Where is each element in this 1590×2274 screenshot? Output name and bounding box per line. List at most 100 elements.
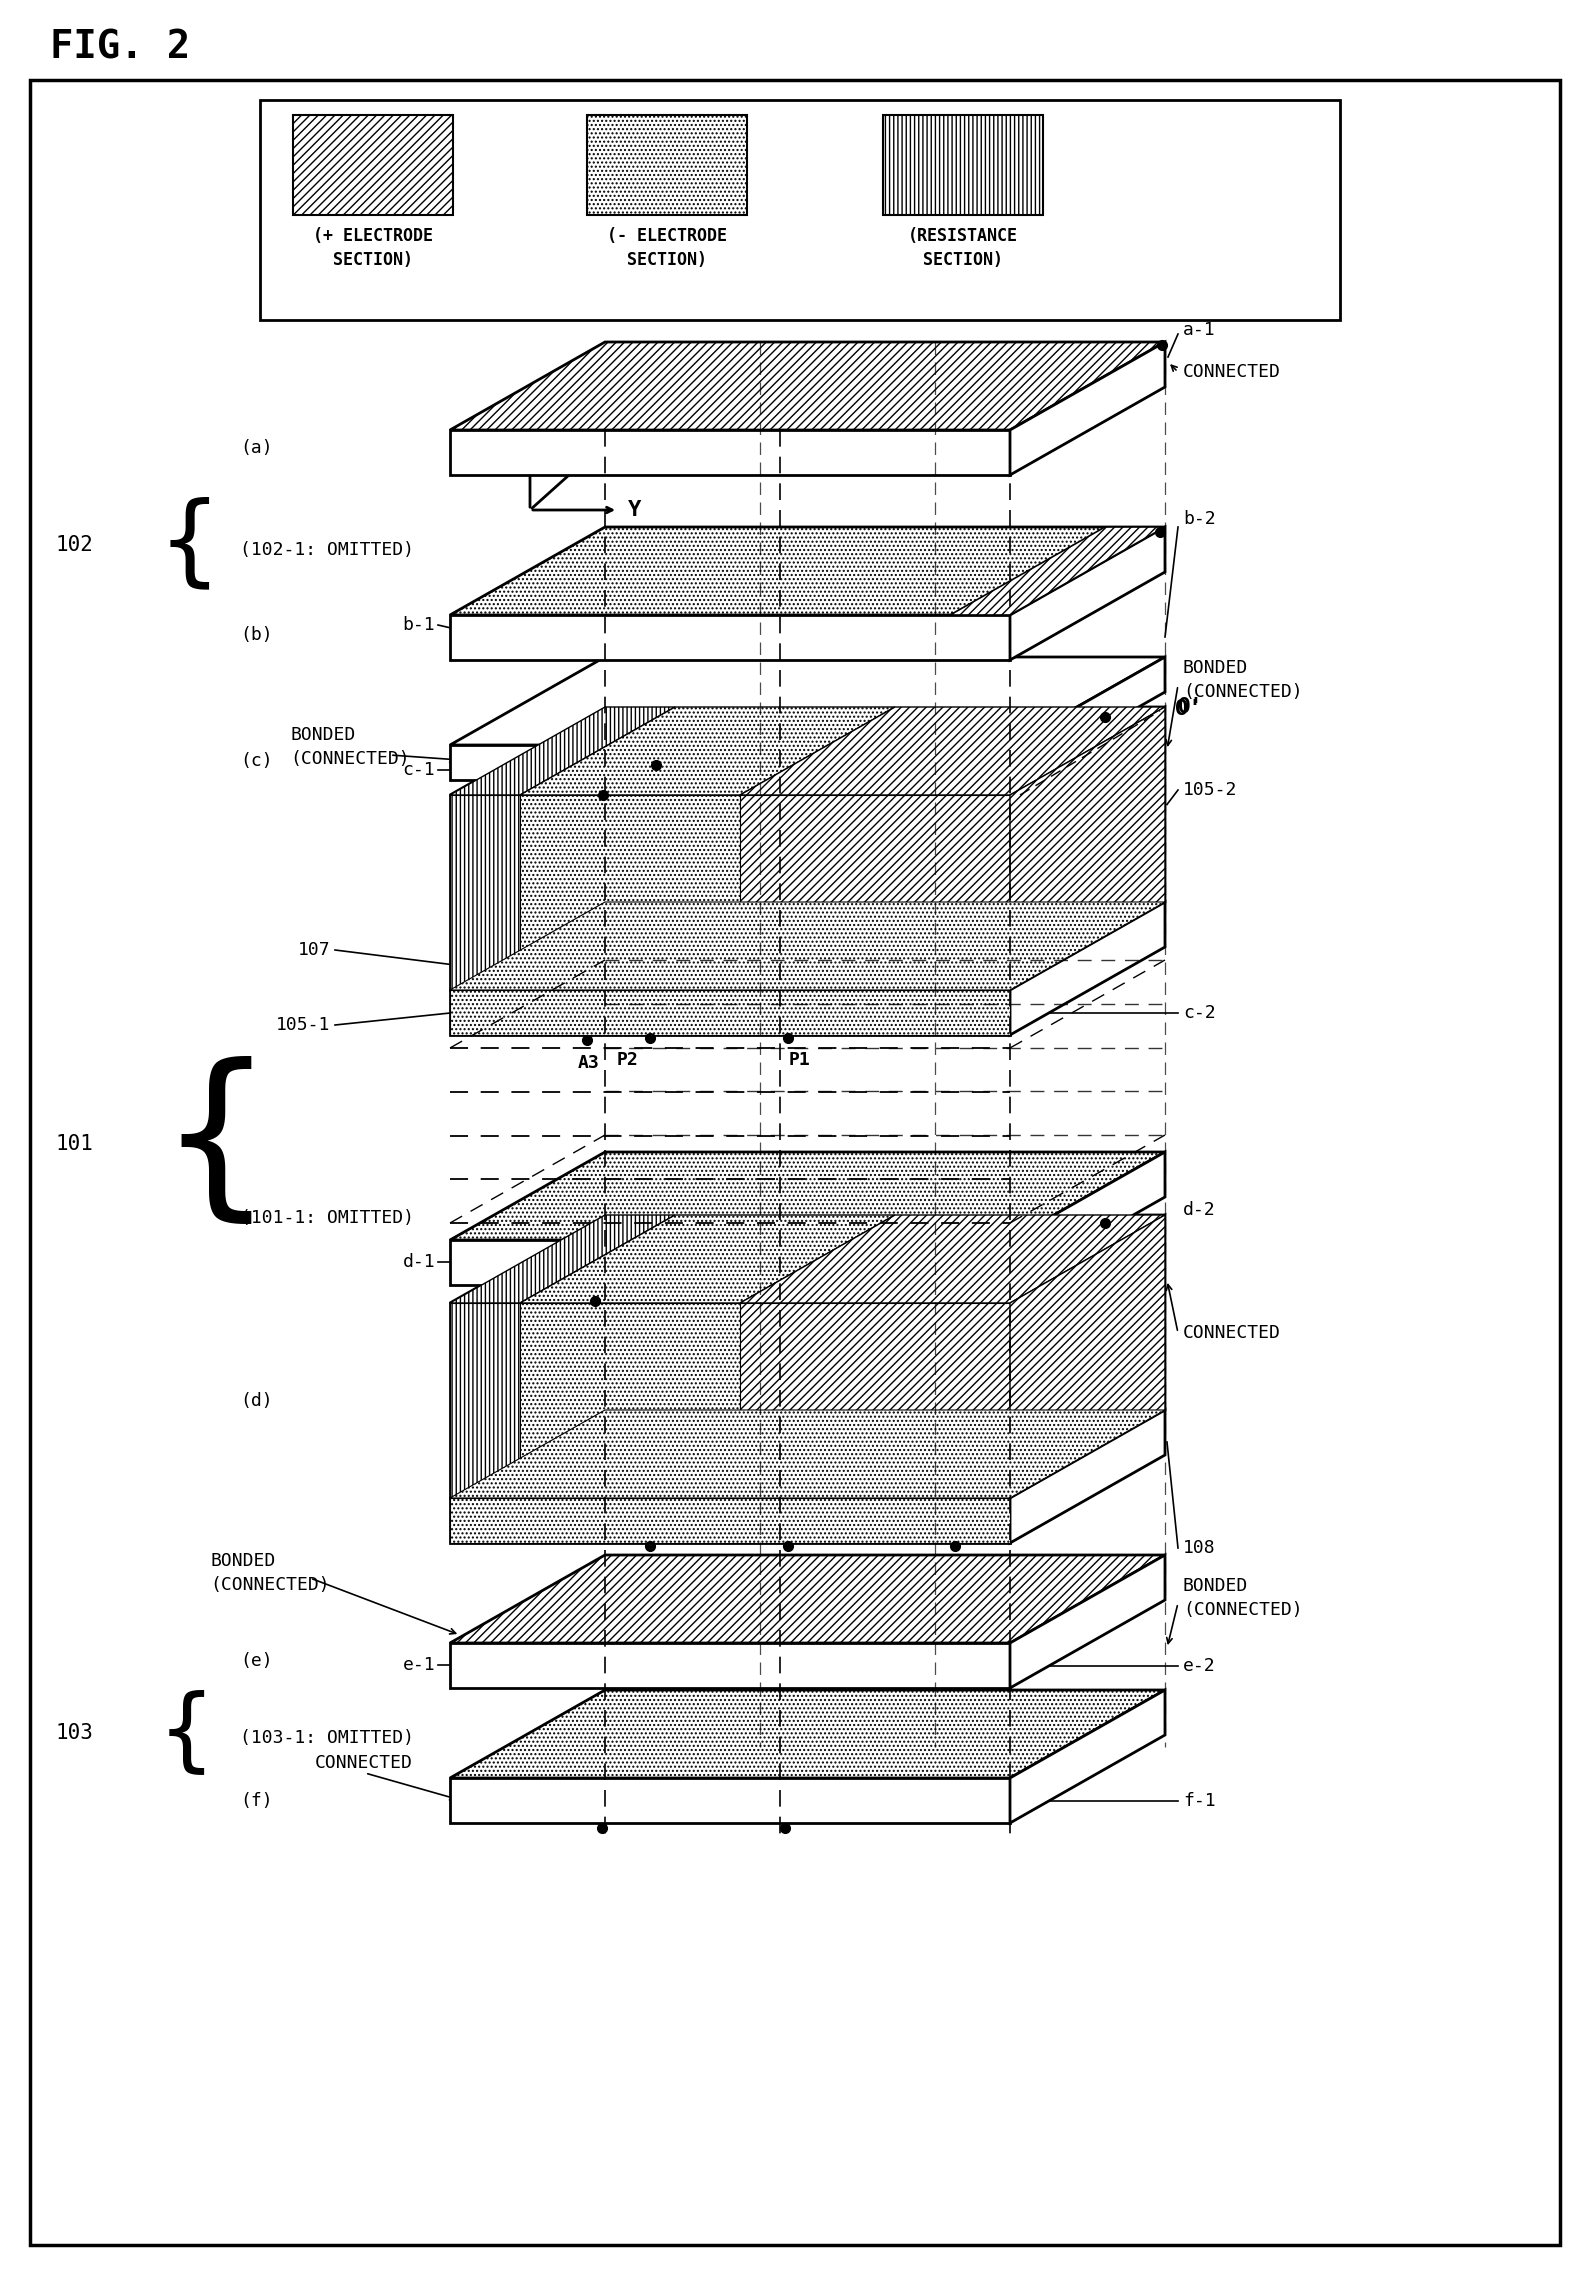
Polygon shape	[450, 1303, 1010, 1499]
Text: O': O'	[1175, 698, 1202, 719]
Text: O: O	[534, 785, 549, 810]
Text: BONDED
(CONNECTED): BONDED (CONNECTED)	[289, 725, 410, 769]
Polygon shape	[739, 1303, 1010, 1499]
Text: P2: P2	[617, 1560, 639, 1576]
Text: CONNECTED: CONNECTED	[1183, 364, 1282, 382]
Text: X: X	[523, 398, 537, 416]
Polygon shape	[450, 657, 1165, 746]
Polygon shape	[450, 746, 1010, 780]
Polygon shape	[450, 1239, 1010, 1285]
Text: CONNECTED: CONNECTED	[315, 1753, 413, 1771]
Polygon shape	[450, 1499, 1010, 1544]
Text: c-2: c-2	[1183, 1003, 1216, 1021]
Polygon shape	[520, 1214, 895, 1303]
Polygon shape	[450, 707, 676, 796]
Text: (b): (b)	[240, 625, 272, 644]
Polygon shape	[1010, 1153, 1165, 1285]
Polygon shape	[1010, 707, 1165, 989]
Text: O': O'	[1177, 698, 1202, 716]
Polygon shape	[450, 1644, 1010, 1687]
Polygon shape	[1010, 657, 1165, 780]
Bar	[882, 116, 1043, 216]
Text: 101: 101	[56, 1135, 92, 1153]
Text: {: {	[157, 1055, 273, 1233]
Text: Y: Y	[628, 500, 641, 521]
Polygon shape	[450, 430, 1010, 475]
Text: (- ELECTRODE
SECTION): (- ELECTRODE SECTION)	[607, 227, 727, 268]
Text: BONDED
(CONNECTED): BONDED (CONNECTED)	[1183, 659, 1302, 700]
Bar	[293, 116, 453, 216]
Polygon shape	[450, 1410, 1165, 1499]
Polygon shape	[1010, 1690, 1165, 1824]
Polygon shape	[450, 989, 1010, 1035]
Text: e-1: e-1	[402, 1655, 436, 1674]
Text: 105-2: 105-2	[1183, 780, 1237, 798]
Polygon shape	[739, 1214, 1165, 1303]
Text: (e): (e)	[240, 1651, 272, 1669]
Text: (+ ELECTRODE
SECTION): (+ ELECTRODE SECTION)	[313, 227, 432, 268]
Text: e-2: e-2	[1183, 1655, 1216, 1674]
Text: B2: B2	[1118, 1194, 1138, 1212]
Text: B3: B3	[561, 1273, 584, 1292]
Text: (103-1: OMITTED): (103-1: OMITTED)	[240, 1728, 413, 1746]
Text: 102: 102	[56, 534, 92, 555]
Text: (101-1: OMITTED): (101-1: OMITTED)	[240, 1210, 413, 1228]
Polygon shape	[1010, 1214, 1165, 1499]
Text: A1: A1	[1118, 689, 1138, 705]
Text: BONDED
(CONNECTED): BONDED (CONNECTED)	[210, 1553, 329, 1594]
Bar	[261, 100, 1340, 321]
Text: CONNECTED: CONNECTED	[1183, 1323, 1282, 1342]
Text: 107: 107	[297, 941, 331, 960]
Polygon shape	[1010, 1410, 1165, 1544]
Polygon shape	[450, 1690, 1165, 1778]
Polygon shape	[1010, 1214, 1165, 1499]
Polygon shape	[1010, 341, 1165, 475]
Text: b-2: b-2	[1183, 509, 1216, 528]
Polygon shape	[739, 707, 1165, 796]
Polygon shape	[1010, 903, 1165, 1035]
Polygon shape	[450, 1410, 1165, 1499]
Polygon shape	[450, 528, 1165, 614]
Text: BONDED
(CONNECTED): BONDED (CONNECTED)	[1183, 1578, 1302, 1619]
Text: (RESISTANCE
SECTION): (RESISTANCE SECTION)	[908, 227, 1018, 268]
Text: (f): (f)	[240, 1792, 272, 1810]
Polygon shape	[450, 1778, 1010, 1824]
Polygon shape	[450, 707, 1165, 796]
Polygon shape	[520, 707, 895, 796]
Polygon shape	[450, 1499, 1010, 1544]
Text: {: {	[157, 1690, 215, 1776]
Text: {: {	[157, 496, 221, 594]
Polygon shape	[450, 796, 1010, 989]
Text: b-1: b-1	[402, 616, 436, 634]
Text: 105-1: 105-1	[275, 1016, 331, 1035]
Polygon shape	[450, 989, 1010, 1035]
Text: 103: 103	[56, 1724, 92, 1742]
Text: FIG. 2: FIG. 2	[49, 27, 191, 66]
Text: (a): (a)	[240, 439, 272, 457]
Polygon shape	[450, 903, 1165, 989]
Polygon shape	[520, 1303, 739, 1499]
Polygon shape	[1010, 528, 1165, 659]
Polygon shape	[450, 614, 1010, 659]
Polygon shape	[450, 1153, 1165, 1239]
Text: Z: Z	[598, 439, 612, 459]
Polygon shape	[1010, 1555, 1165, 1687]
Polygon shape	[739, 796, 1010, 989]
Polygon shape	[450, 796, 520, 989]
Polygon shape	[450, 903, 1165, 989]
Text: a-1: a-1	[1183, 321, 1216, 339]
Text: (102-1: OMITTED): (102-1: OMITTED)	[240, 541, 413, 559]
Polygon shape	[450, 341, 1165, 430]
Text: d-1: d-1	[402, 1253, 436, 1271]
Text: d-2: d-2	[1183, 1201, 1216, 1219]
Bar	[587, 116, 747, 216]
Text: (d): (d)	[240, 1392, 272, 1410]
Polygon shape	[450, 1303, 520, 1499]
Text: P1: P1	[789, 1051, 811, 1069]
Polygon shape	[450, 1555, 1165, 1644]
Polygon shape	[1010, 707, 1165, 989]
Polygon shape	[949, 528, 1165, 614]
Text: B1: B1	[967, 1553, 989, 1571]
Text: f-1: f-1	[1183, 1792, 1216, 1810]
Polygon shape	[450, 1214, 1165, 1303]
